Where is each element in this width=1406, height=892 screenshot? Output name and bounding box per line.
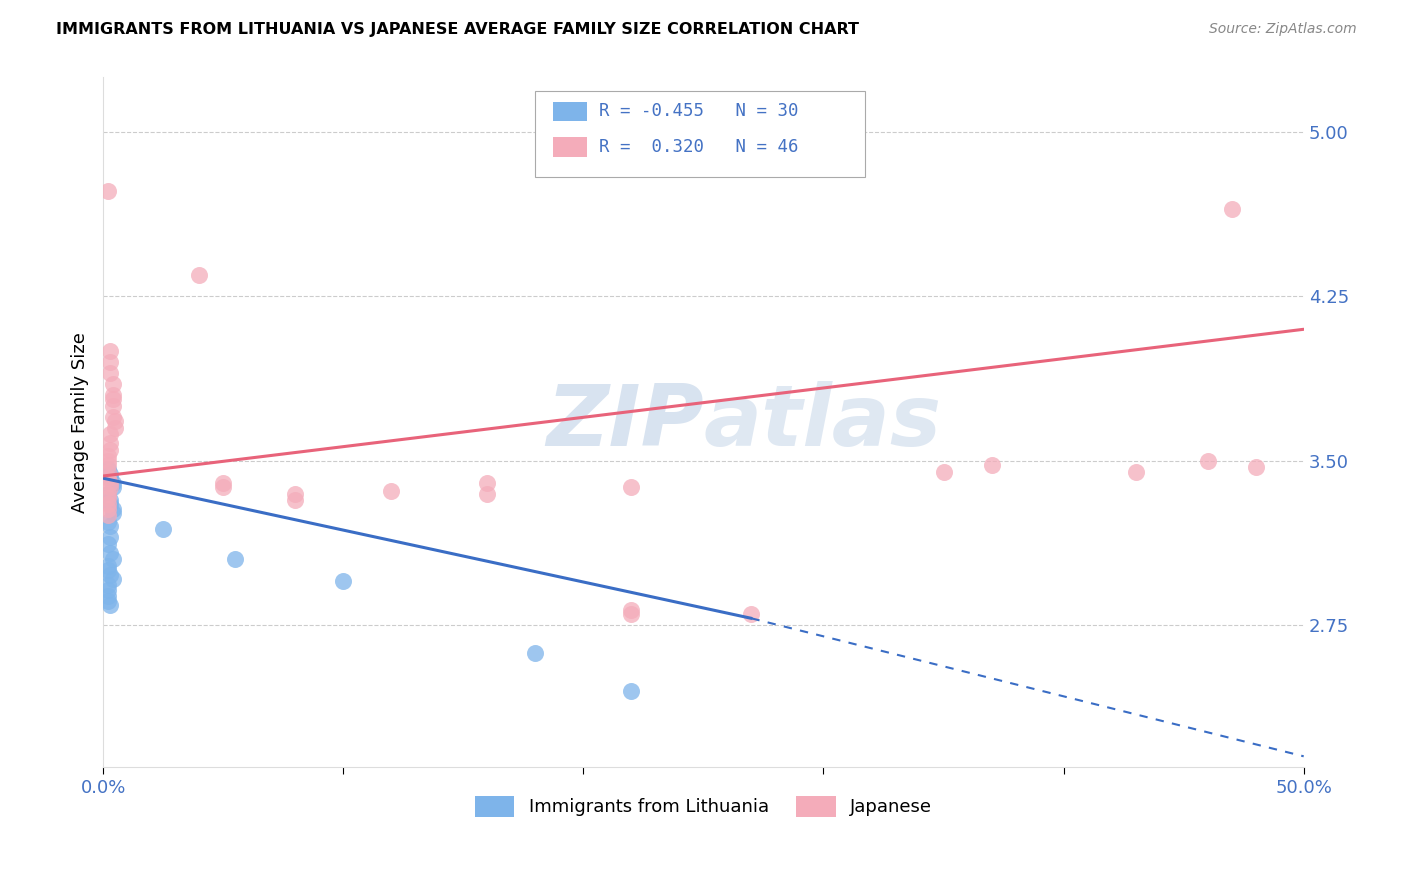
Point <box>620 607 643 621</box>
Point <box>98 493 121 508</box>
Text: ZIP: ZIP <box>546 381 703 464</box>
Point <box>332 574 354 588</box>
Point <box>1220 202 1243 216</box>
Point <box>524 646 547 660</box>
Point <box>1244 460 1267 475</box>
Point <box>740 607 762 621</box>
Point <box>97 491 120 505</box>
FancyBboxPatch shape <box>536 91 866 178</box>
Point <box>97 471 120 485</box>
Point <box>188 268 211 282</box>
Point <box>98 471 121 485</box>
Point <box>97 486 120 500</box>
Point <box>97 184 120 198</box>
Point <box>97 462 120 476</box>
Point <box>98 598 121 612</box>
Point <box>97 537 120 551</box>
Legend: Immigrants from Lithuania, Japanese: Immigrants from Lithuania, Japanese <box>467 789 939 824</box>
Point <box>97 508 120 523</box>
Point <box>97 501 120 516</box>
Point <box>97 465 120 479</box>
Point <box>97 590 120 604</box>
Point <box>98 344 121 359</box>
Point <box>97 498 120 512</box>
Point <box>104 421 127 435</box>
Point <box>101 409 124 424</box>
Point <box>980 458 1002 472</box>
Text: Source: ZipAtlas.com: Source: ZipAtlas.com <box>1209 22 1357 37</box>
Point <box>97 558 120 573</box>
Point <box>101 392 124 407</box>
Point <box>97 486 120 500</box>
Point <box>212 475 235 490</box>
Text: atlas: atlas <box>703 381 942 464</box>
Point <box>101 388 124 402</box>
Point <box>98 519 121 533</box>
Point <box>98 442 121 457</box>
Point <box>620 480 643 494</box>
Text: R = -0.455   N = 30: R = -0.455 N = 30 <box>599 103 799 120</box>
Point <box>101 501 124 516</box>
Text: IMMIGRANTS FROM LITHUANIA VS JAPANESE AVERAGE FAMILY SIZE CORRELATION CHART: IMMIGRANTS FROM LITHUANIA VS JAPANESE AV… <box>56 22 859 37</box>
Point <box>1197 453 1219 467</box>
Point <box>97 453 120 467</box>
Point <box>97 515 120 529</box>
Point <box>98 436 121 450</box>
Point <box>380 484 402 499</box>
Point <box>224 552 246 566</box>
Point <box>101 572 124 586</box>
Point <box>98 567 121 582</box>
Point <box>97 582 120 597</box>
Point <box>101 377 124 392</box>
FancyBboxPatch shape <box>554 102 586 121</box>
Point <box>101 480 124 494</box>
Point <box>98 366 121 380</box>
Point <box>98 467 121 481</box>
Point <box>152 522 174 536</box>
Point <box>101 506 124 520</box>
Point <box>98 355 121 369</box>
Point <box>1125 465 1147 479</box>
Point <box>620 683 643 698</box>
Point <box>97 578 120 592</box>
Text: R =  0.320   N = 46: R = 0.320 N = 46 <box>599 138 799 156</box>
Point <box>477 486 499 500</box>
Point <box>212 480 235 494</box>
Point <box>284 493 307 508</box>
Point <box>97 563 120 577</box>
FancyBboxPatch shape <box>554 137 586 157</box>
Point <box>97 594 120 608</box>
Point <box>477 475 499 490</box>
Point <box>98 546 121 560</box>
Point <box>284 486 307 500</box>
Point <box>98 427 121 442</box>
Point <box>932 465 955 479</box>
Point <box>620 602 643 616</box>
Point <box>98 480 121 494</box>
Point <box>98 475 121 490</box>
Point <box>104 414 127 428</box>
Point <box>98 498 121 512</box>
Y-axis label: Average Family Size: Average Family Size <box>72 332 89 513</box>
Point <box>97 458 120 472</box>
Point <box>98 530 121 544</box>
Point <box>97 450 120 464</box>
Point <box>101 552 124 566</box>
Point <box>101 399 124 413</box>
Point <box>101 475 124 490</box>
